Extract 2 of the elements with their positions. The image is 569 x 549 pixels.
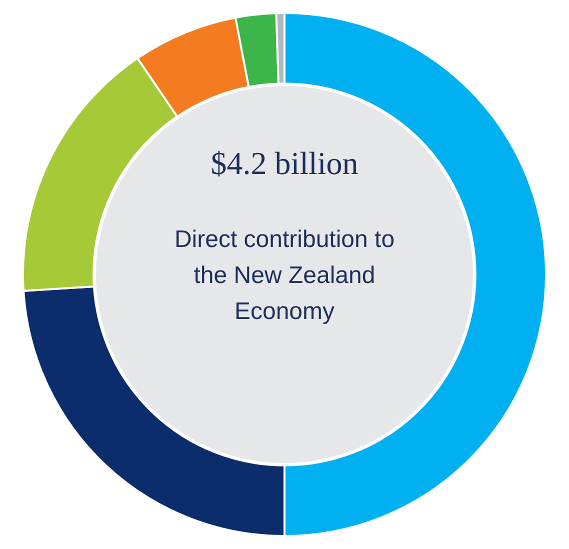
text: $4.2 billion [210,144,360,182]
text: Direct contribution to the New Zealand Economy [173,224,396,326]
